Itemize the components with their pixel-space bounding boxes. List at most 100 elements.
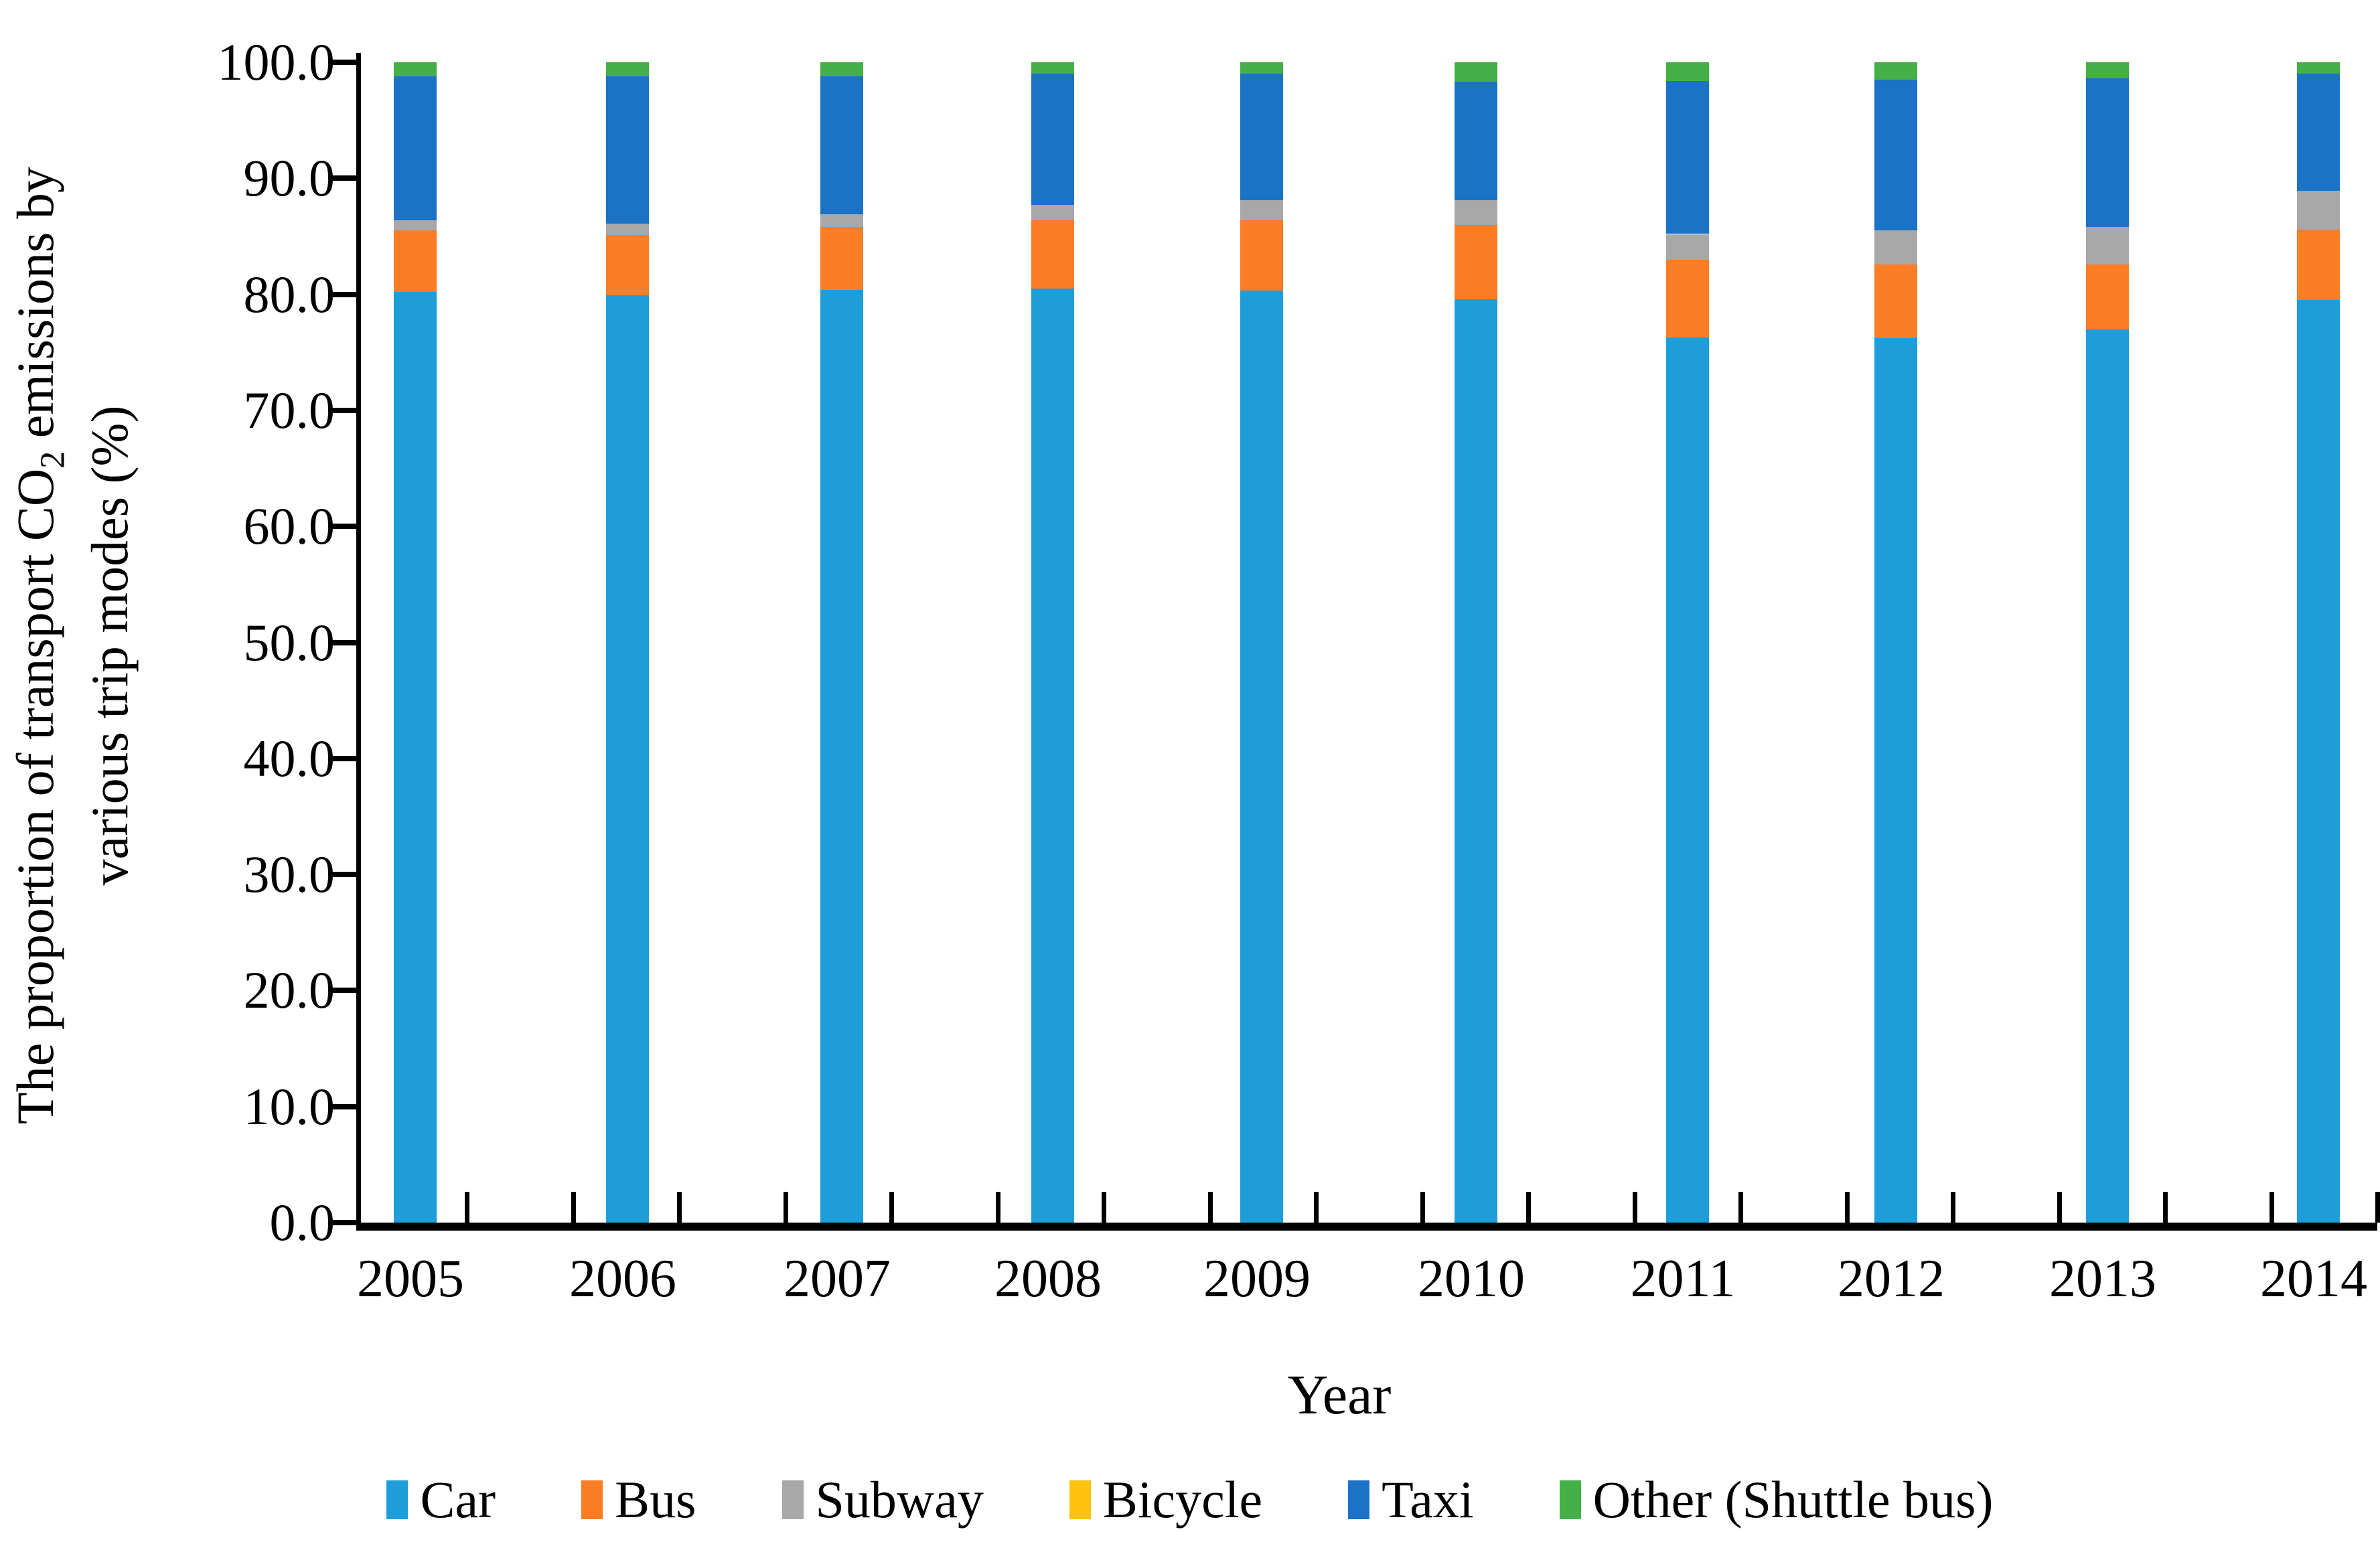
bar-segment-subway: [1874, 230, 1917, 264]
x-axis-tick-mark: [1207, 1192, 1213, 1223]
y-axis-tick-mark: [331, 175, 356, 181]
bar-2014: [2297, 62, 2340, 1223]
x-axis-tick-mark: [1314, 1192, 1319, 1223]
x-axis-tick-mark: [1844, 1192, 1850, 1223]
bar-segment-other-shuttle-bus: [1031, 62, 1074, 74]
x-tick-label: 2012: [1838, 1249, 1945, 1308]
y-tick-label: 100.0: [217, 33, 336, 91]
x-axis-tick-mark: [1102, 1192, 1107, 1223]
y-tick-label: 40.0: [243, 728, 336, 787]
bar-segment-bus: [2297, 229, 2340, 301]
legend-swatch-other-shuttle-bus-icon: [1559, 1480, 1581, 1519]
bar-segment-other-shuttle-bus: [606, 62, 649, 76]
bar-2012: [1874, 62, 1917, 1223]
legend-label: Car: [420, 1470, 496, 1529]
y-axis-tick-mark: [331, 639, 356, 645]
bar-segment-subway: [1455, 200, 1497, 225]
bar-segment-bus: [1874, 264, 1917, 339]
legend-item-taxi: Taxi: [1348, 1472, 1474, 1528]
y-axis-tick-mark: [331, 291, 356, 297]
x-axis-tick-mark: [1951, 1192, 1956, 1223]
bar-segment-taxi: [1455, 82, 1497, 201]
x-axis-tick-mark: [571, 1192, 576, 1223]
x-axis-tick-mark: [889, 1192, 895, 1223]
bar-segment-bus: [606, 235, 649, 296]
x-tick-label: 2011: [1630, 1249, 1736, 1308]
x-axis-tick-mark: [2269, 1192, 2274, 1223]
bar-segment-taxi: [820, 76, 863, 215]
bar-segment-subway: [820, 214, 863, 228]
bar-segment-taxi: [1240, 74, 1283, 201]
x-axis-tick-mark: [677, 1192, 682, 1223]
legend-item-other-shuttle-bus: Other (Shuttle bus): [1559, 1472, 1994, 1528]
bar-segment-taxi: [1666, 80, 1709, 234]
legend-swatch-subway-icon: [782, 1480, 804, 1519]
bar-2006: [606, 62, 649, 1223]
bar-segment-car: [1031, 288, 1074, 1223]
legend-item-car: Car: [386, 1472, 496, 1528]
y-tick-label: 20.0: [243, 961, 336, 1020]
bar-segment-car: [2297, 300, 2340, 1223]
legend-label: Taxi: [1382, 1470, 1474, 1529]
bar-segment-car: [1874, 338, 1917, 1223]
x-axis-tick-mark: [995, 1192, 1000, 1223]
bar-segment-car: [2086, 329, 2129, 1223]
legend-label: Bus: [615, 1470, 696, 1529]
bar-segment-taxi: [2297, 74, 2340, 191]
bar-segment-bus: [394, 230, 437, 293]
legend-swatch-bicycle-icon: [1069, 1480, 1091, 1519]
bar-segment-subway: [2086, 227, 2129, 264]
legend-label: Subway: [815, 1470, 984, 1529]
x-axis-tick-mark: [2163, 1192, 2168, 1223]
legend-label: Bicycle: [1102, 1470, 1263, 1529]
y-axis-tick-mark: [331, 988, 356, 994]
bar-segment-subway: [1031, 205, 1074, 220]
plot-area: [331, 53, 2380, 1231]
bar-segment-car: [606, 295, 649, 1223]
bar-segment-bus: [1455, 224, 1497, 299]
legend-swatch-car-icon: [386, 1480, 408, 1519]
x-tick-label: 2014: [2260, 1249, 2367, 1308]
bar-segment-car: [820, 289, 863, 1223]
bar-segment-subway: [1240, 200, 1283, 220]
legend-item-bicycle: Bicycle: [1069, 1472, 1262, 1528]
bar-2010: [1455, 62, 1497, 1223]
bar-segment-car: [1240, 291, 1283, 1223]
bar-segment-taxi: [1874, 80, 1917, 231]
x-tick-label: 2006: [569, 1249, 676, 1308]
x-tick-label: 2013: [2049, 1249, 2156, 1308]
x-tick-label: 2007: [784, 1249, 891, 1308]
bar-segment-subway: [1666, 234, 1709, 260]
bar-segment-bus: [1666, 259, 1709, 337]
y-axis-title: The proportion of transport CO2 emission…: [6, 16, 139, 1275]
bar-2009: [1240, 62, 1283, 1223]
y-axis-tick-mark: [331, 872, 356, 878]
y-tick-label: 0.0: [269, 1193, 336, 1251]
bar-segment-bus: [1240, 220, 1283, 291]
y-axis-tick-mark: [331, 60, 356, 65]
x-axis-title: Year: [1287, 1364, 1392, 1426]
bar-2005: [394, 62, 437, 1223]
x-axis-tick-mark: [1420, 1192, 1425, 1223]
y-tick-label: 30.0: [243, 845, 336, 904]
bar-segment-subway: [2297, 191, 2340, 230]
x-tick-label: 2010: [1418, 1249, 1525, 1308]
bar-2013: [2086, 62, 2129, 1223]
bar-segment-subway: [394, 220, 437, 231]
bar-2007: [820, 62, 863, 1223]
legend-item-bus: Bus: [581, 1472, 696, 1528]
y-axis-tick-mark: [331, 1103, 356, 1109]
y-tick-label: 50.0: [243, 613, 336, 672]
legend-item-subway: Subway: [782, 1472, 984, 1528]
x-tick-label: 2008: [994, 1249, 1102, 1308]
bar-segment-taxi: [606, 76, 649, 224]
y-axis-tick-mark: [331, 407, 356, 413]
bar-segment-subway: [606, 223, 649, 236]
x-tick-label: 2005: [357, 1249, 464, 1308]
y-axis-tick-mark: [331, 755, 356, 761]
bar-segment-car: [1666, 337, 1709, 1223]
x-axis-tick-mark: [2057, 1192, 2062, 1223]
bar-segment-other-shuttle-bus: [1874, 62, 1917, 80]
x-axis-tick-mark: [1632, 1192, 1637, 1223]
